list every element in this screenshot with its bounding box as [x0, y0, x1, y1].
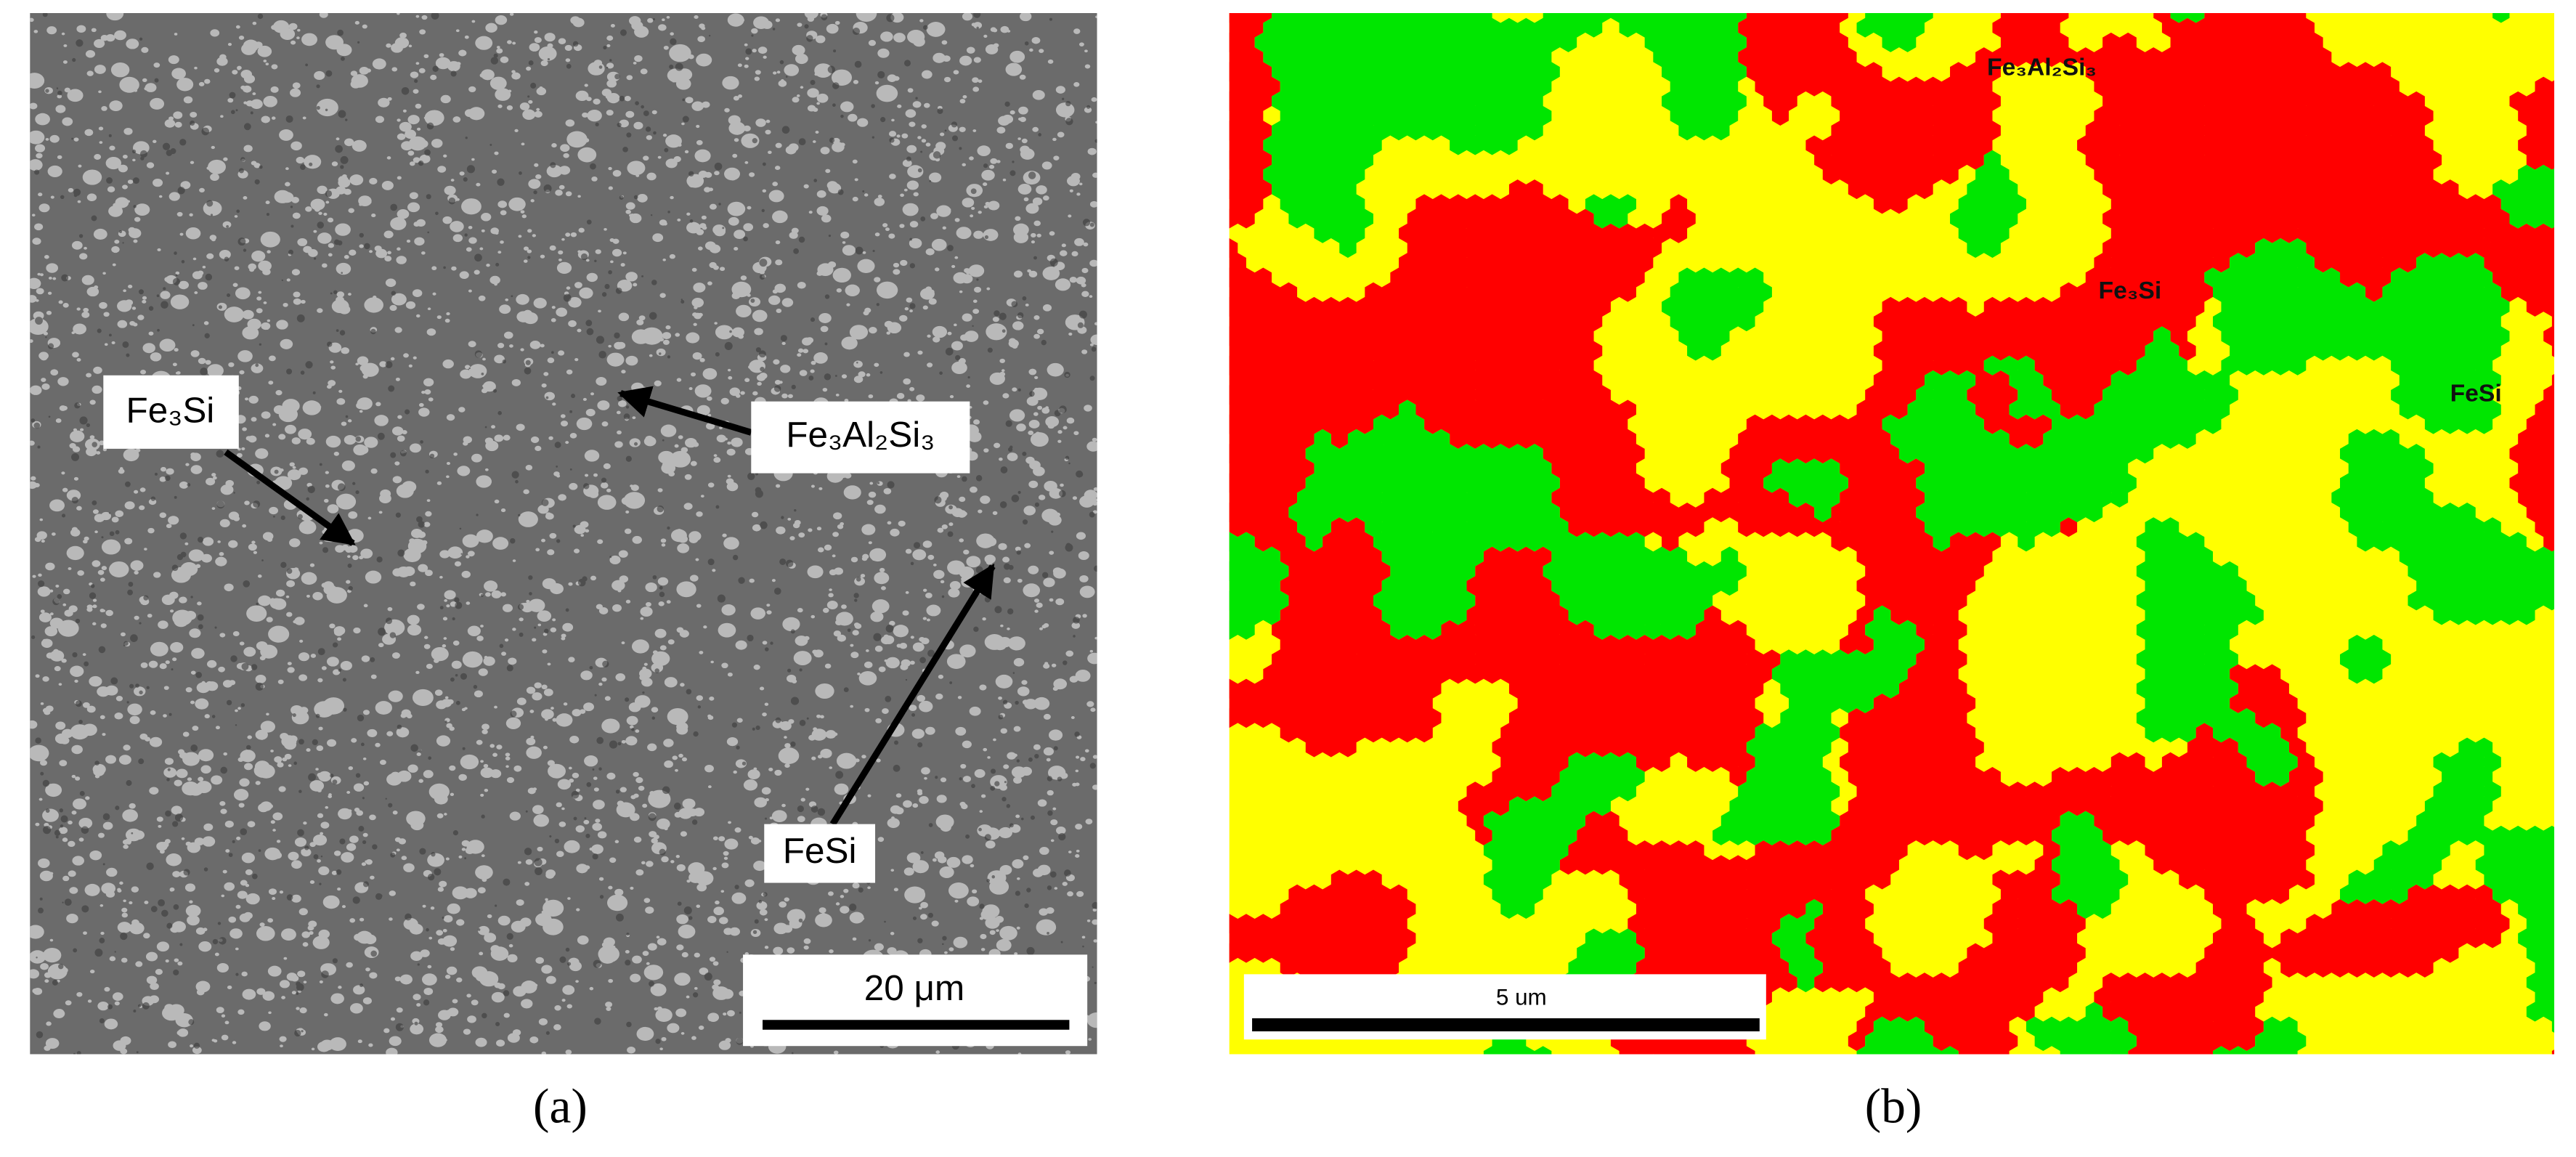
label-box	[764, 824, 876, 883]
label-box	[103, 375, 239, 449]
particles	[30, 12, 1097, 1055]
label-box	[751, 401, 970, 474]
caption: (b)	[1865, 1079, 1922, 1134]
phase-label: Fe₃Si	[126, 391, 215, 431]
scale-box	[743, 954, 1088, 1047]
scale-label: 5 um	[1496, 984, 1547, 1010]
phase-label: Fe₃Si	[2098, 277, 2161, 304]
scale-bar	[763, 1020, 1070, 1030]
scale-bar	[1252, 1018, 1760, 1031]
phase-label: Fe₃Al₂Si₃	[1987, 53, 2097, 81]
arrow	[617, 386, 752, 436]
green-phase	[1229, 12, 2555, 1055]
phase-label: Fe₃Al₂Si₃	[786, 415, 935, 455]
caption: (a)	[533, 1079, 588, 1134]
arrow	[224, 449, 356, 546]
red-phase	[1229, 12, 2555, 1055]
ebsd-map	[1229, 12, 2555, 1055]
arrow	[829, 563, 996, 827]
phase-label: FeSi	[783, 831, 857, 871]
scale-label: 20 μm	[864, 968, 964, 1008]
phase-label: FeSi	[2450, 380, 2502, 407]
sem-image	[30, 12, 1097, 1055]
